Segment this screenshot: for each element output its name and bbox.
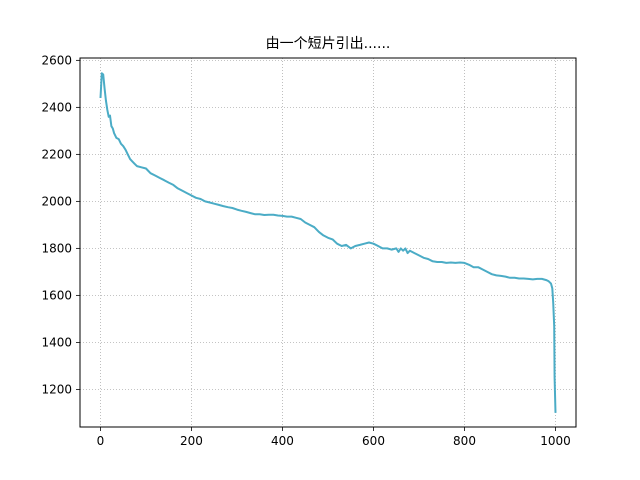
x-tick-label: 1000 [540, 434, 571, 448]
series-line [99, 72, 557, 413]
x-tick-label: 200 [180, 434, 203, 448]
ticks: 0 200 400 600 800 1000 1200 1400 1600 1800 2000 220… [41, 53, 570, 448]
y-tick-label: 1400 [41, 335, 72, 349]
x-tick-label: 0 [97, 434, 105, 448]
y-tick-label: 2400 [41, 100, 72, 114]
y-tick-label: 2200 [41, 147, 72, 161]
x-tick-label: 400 [271, 434, 294, 448]
y-tick-label: 2600 [41, 53, 72, 67]
y-tick-label: 1600 [41, 288, 72, 302]
chart-title: 由一个短片引出...... [266, 36, 391, 52]
x-tick-label: 800 [453, 434, 476, 448]
y-tick-label: 1800 [41, 241, 72, 255]
axes-frame [79, 57, 577, 428]
grid [80, 58, 576, 427]
y-tick-label: 2000 [41, 194, 72, 208]
y-tick-label: 1200 [41, 382, 72, 396]
plot-area [99, 72, 557, 413]
x-tick-label: 600 [362, 434, 385, 448]
